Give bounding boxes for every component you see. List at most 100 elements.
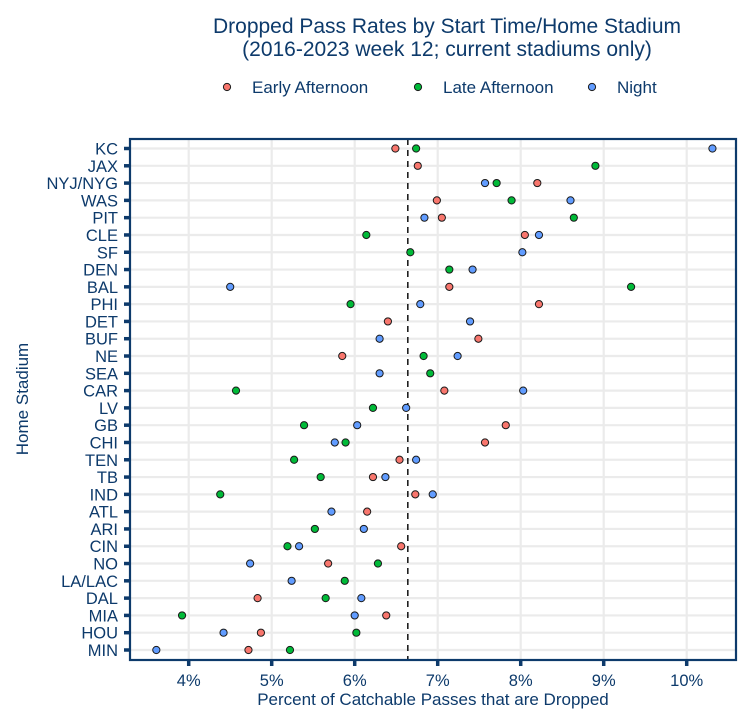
point-night-cle: [534, 230, 544, 240]
point-late-afternoon-car: [231, 386, 241, 395]
y-tick-label: HOU: [81, 625, 118, 643]
point-late-afternoon-bal: [626, 282, 636, 291]
plot-frame: [128, 137, 738, 662]
point-late-afternoon-mia: [177, 611, 187, 620]
point-early-afternoon-ten: [395, 455, 404, 464]
point-night-no: [246, 559, 255, 568]
y-tick-label: TEN: [85, 452, 118, 470]
point-night-sea: [375, 369, 384, 378]
legend-key: [587, 82, 597, 92]
point-early-afternoon-chi: [480, 438, 490, 447]
point-late-afternoon-jax: [591, 161, 600, 170]
y-tick-label: CAR: [83, 383, 118, 401]
y-tick-label: ATL: [89, 504, 118, 522]
point-early-afternoon-buf: [474, 334, 483, 343]
y-axis: KCJAXNYJ/NYGWASPITCLESFDENBALPHIDETBUFNE…: [46, 141, 130, 660]
legend-label: Night: [617, 78, 657, 97]
point-early-afternoon-nyj-nyg: [533, 178, 542, 188]
point-late-afternoon-ten: [290, 455, 299, 464]
y-tick-label: JAX: [88, 158, 118, 176]
point-late-afternoon-la-lac: [340, 576, 349, 585]
point-early-afternoon-phi: [534, 300, 544, 309]
point-early-afternoon-cle: [520, 230, 529, 240]
y-tick-label: KC: [95, 141, 118, 159]
point-late-afternoon-cin: [283, 542, 292, 551]
point-early-afternoon-ne: [338, 351, 347, 361]
y-tick-label: PIT: [92, 210, 118, 228]
data-points: [152, 144, 717, 655]
y-tick-label: BUF: [85, 331, 118, 349]
point-night-was: [566, 196, 575, 205]
point-late-afternoon-min: [285, 645, 295, 655]
y-tick-label: TB: [97, 469, 118, 487]
point-late-afternoon-sea: [426, 369, 435, 378]
y-tick-label: PHI: [90, 296, 118, 314]
x-tick-label: 5%: [260, 672, 284, 690]
y-tick-label: WAS: [81, 192, 118, 210]
point-night-hou: [219, 628, 228, 637]
x-axis-label: Percent of Catchable Passes that are Dro…: [257, 690, 609, 709]
point-night-ten: [412, 455, 421, 464]
point-early-afternoon-hou: [256, 628, 266, 637]
point-late-afternoon-ind: [216, 490, 225, 499]
y-axis-label: Home Stadium: [13, 343, 32, 455]
point-night-nyj-nyg: [480, 178, 490, 188]
grid-lines: [130, 139, 736, 660]
point-early-afternoon-gb: [501, 421, 510, 430]
point-late-afternoon-dal: [321, 594, 330, 603]
point-night-min: [152, 645, 161, 655]
point-early-afternoon-atl: [363, 507, 372, 516]
point-late-afternoon-sf: [406, 248, 415, 257]
y-tick-label: SF: [97, 244, 118, 262]
point-night-pit: [420, 213, 429, 222]
point-night-bal: [226, 282, 235, 291]
y-tick-label: DEN: [83, 262, 118, 280]
point-night-mia: [350, 611, 359, 620]
point-early-afternoon-car: [440, 386, 449, 395]
point-early-afternoon-tb: [368, 472, 378, 482]
y-tick-label: MIN: [88, 642, 118, 660]
point-night-sf: [518, 248, 527, 257]
y-tick-label: LV: [99, 400, 118, 418]
point-early-afternoon-mia: [382, 611, 391, 620]
point-late-afternoon-kc: [412, 144, 421, 153]
point-early-afternoon-no: [324, 559, 333, 568]
point-night-tb: [381, 472, 390, 482]
point-early-afternoon-dal: [253, 594, 262, 603]
y-tick-label: MIA: [89, 607, 118, 625]
point-night-chi: [330, 438, 339, 447]
point-late-afternoon-lv: [368, 403, 378, 412]
point-night-atl: [327, 507, 336, 516]
point-late-afternoon-ne: [419, 351, 428, 361]
y-tick-label: SEA: [85, 365, 118, 383]
point-night-gb: [353, 421, 362, 430]
y-tick-label: CIN: [90, 538, 118, 556]
point-late-afternoon-was: [507, 196, 516, 205]
point-night-ind: [428, 490, 437, 499]
legend-key: [222, 82, 232, 92]
point-night-lv: [402, 403, 411, 412]
point-night-ari: [359, 524, 368, 534]
point-night-ne: [453, 351, 462, 361]
point-night-kc: [708, 144, 717, 153]
y-tick-label: NYJ/NYG: [46, 175, 118, 193]
point-late-afternoon-tb: [316, 472, 325, 482]
point-night-buf: [375, 334, 384, 343]
legend-item-late-afternoon: Late Afternoon: [413, 78, 554, 97]
point-late-afternoon-chi: [341, 438, 350, 447]
y-tick-label: DET: [85, 313, 118, 331]
chart-subtitle: (2016-2023 week 12; current stadiums onl…: [242, 38, 652, 61]
y-tick-label: LA/LAC: [61, 573, 118, 591]
y-tick-label: CLE: [86, 227, 118, 245]
point-late-afternoon-nyj-nyg: [492, 178, 501, 188]
point-early-afternoon-kc: [391, 144, 400, 153]
point-night-car: [519, 386, 528, 395]
x-tick-label: 10%: [670, 672, 703, 690]
legend-key: [413, 82, 423, 92]
point-late-afternoon-no: [373, 559, 383, 568]
point-night-cin: [294, 542, 304, 551]
point-night-den: [468, 265, 477, 274]
point-early-afternoon-bal: [445, 282, 454, 291]
y-tick-label: BAL: [87, 279, 118, 297]
point-early-afternoon-min: [244, 645, 253, 655]
